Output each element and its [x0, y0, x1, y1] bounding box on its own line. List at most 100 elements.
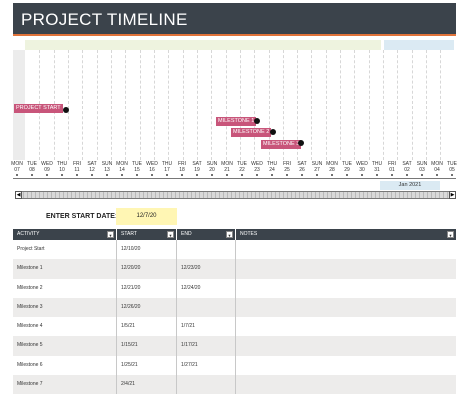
tick-marker [121, 174, 123, 176]
cell-start[interactable]: 1/15/21 [117, 336, 177, 356]
cell-end[interactable] [177, 375, 236, 395]
cell-end[interactable]: 1/7/21 [177, 317, 236, 337]
tick-marker [241, 174, 243, 176]
cell-activity[interactable]: Milestone 4 [13, 317, 117, 337]
column-header-activity[interactable]: ACTIVITY ▼ [13, 229, 117, 240]
day-gridline [282, 50, 284, 160]
milestone-label-2[interactable]: MILESTONE 2 [231, 128, 272, 137]
tick-marker [256, 174, 258, 176]
cell-notes[interactable] [236, 356, 456, 375]
cell-activity[interactable]: Project Start [13, 240, 117, 260]
tick-date: 28 [329, 166, 335, 173]
column-header-end[interactable]: END ▼ [177, 229, 236, 240]
day-gridline [182, 50, 184, 160]
start-date-input[interactable]: 12/7/20 [116, 208, 177, 225]
axis-tick: SUN 03 [415, 161, 429, 176]
cell-activity[interactable]: Milestone 7 [13, 375, 117, 395]
tick-day: SUN [311, 161, 323, 167]
axis-tick: SUN 20 [205, 161, 219, 176]
cell-notes[interactable] [236, 317, 456, 336]
tick-date: 02 [404, 166, 410, 173]
day-gridline [239, 50, 241, 160]
cell-activity[interactable]: Milestone 5 [13, 336, 117, 356]
scroll-right-icon[interactable]: ▶ [449, 191, 456, 199]
milestone-label-1[interactable]: MILESTONE 1 [216, 117, 257, 126]
milestone-label-project-start[interactable]: PROJECT START [14, 104, 63, 113]
tick-marker [106, 174, 108, 176]
cell-start[interactable]: 12/10/20 [117, 240, 177, 260]
cell-activity[interactable]: Milestone 3 [13, 297, 117, 318]
tick-date: 20 [209, 166, 215, 173]
tick-day: WED [356, 161, 368, 167]
cell-notes[interactable] [236, 240, 456, 259]
axis-tick: FRI 18 [175, 161, 189, 176]
month-label: Jan 2021 [380, 181, 440, 190]
cell-activity[interactable]: Milestone 1 [13, 259, 117, 279]
axis-tick: FRI 01 [385, 161, 399, 176]
tick-day: THU [161, 161, 173, 167]
cell-start[interactable]: 12/21/20 [117, 278, 177, 298]
tick-day: MON [431, 161, 443, 167]
tick-marker [181, 174, 183, 176]
cell-end[interactable]: 12/23/20 [177, 259, 236, 279]
milestone-label-3[interactable]: MILESTONE 3 [261, 140, 302, 149]
tick-day: THU [371, 161, 383, 167]
axis-tick: WED 23 [250, 161, 264, 176]
cell-start[interactable]: 12/26/20 [117, 297, 177, 318]
cell-notes[interactable] [236, 279, 456, 298]
tick-marker [391, 174, 393, 176]
scroll-left-icon[interactable]: ◀ [15, 191, 22, 199]
day-gridline [96, 50, 98, 160]
tick-marker [196, 174, 198, 176]
cell-notes[interactable] [236, 375, 456, 394]
tick-day: WED [251, 161, 263, 167]
cell-start[interactable]: 1/25/21 [117, 355, 177, 376]
timeline-axis: MON 07 TUE 08 WED 09 THU 10 FRI 11 SAT 12 SUN 13 MON 14… [10, 161, 457, 182]
table-row: Milestone 5 1/15/21 1/17/21 [13, 336, 456, 356]
cell-notes[interactable] [236, 259, 456, 278]
cell-end[interactable]: 1/27/21 [177, 355, 236, 376]
cell-activity[interactable]: Milestone 2 [13, 278, 117, 298]
axis-tick: SAT 12 [85, 161, 99, 176]
tick-date: 22 [239, 166, 245, 173]
filter-dropdown-icon[interactable]: ▼ [167, 231, 174, 238]
cell-notes[interactable] [236, 336, 456, 355]
filter-dropdown-icon[interactable]: ▼ [226, 231, 233, 238]
day-gridline [254, 50, 256, 160]
cell-end[interactable] [177, 297, 236, 318]
cell-end[interactable]: 12/24/20 [177, 278, 236, 298]
axis-tick: WED 09 [40, 161, 54, 176]
cell-end[interactable] [177, 240, 236, 260]
tick-date: 08 [29, 166, 35, 173]
day-gridline [354, 50, 356, 160]
tick-day: SAT [402, 161, 412, 167]
cell-end[interactable]: 1/17/21 [177, 336, 236, 356]
axis-tick: MON 07 [10, 161, 24, 176]
axis-tick: THU 17 [160, 161, 174, 176]
tick-day: THU [266, 161, 278, 167]
tick-marker [226, 174, 228, 176]
cell-start[interactable]: 1/5/21 [117, 317, 177, 337]
table-row: Milestone 4 1/5/21 1/7/21 [13, 317, 456, 337]
timeline-scrollbar[interactable]: ◀ ▶ [15, 191, 456, 199]
tick-marker [166, 174, 168, 176]
cell-activity[interactable]: Milestone 6 [13, 355, 117, 376]
cell-start[interactable]: 12/20/20 [117, 259, 177, 279]
column-header-notes[interactable]: NOTES ▼ [240, 231, 454, 238]
cell-notes[interactable] [236, 298, 456, 317]
milestone-marker [270, 129, 276, 135]
tick-date: 24 [269, 166, 275, 173]
day-gridline [383, 50, 385, 160]
tick-day: SAT [192, 161, 202, 167]
day-gridline [268, 50, 270, 160]
tick-date: 23 [254, 166, 260, 173]
axis-tick: TUE 15 [130, 161, 144, 176]
tick-day: WED [146, 161, 158, 167]
filter-dropdown-icon[interactable]: ▼ [447, 231, 454, 238]
gantt-chart: PROJECT START MILESTONE 1 MILESTONE 2 MI… [13, 40, 456, 160]
axis-tick: MON 28 [325, 161, 339, 176]
filter-dropdown-icon[interactable]: ▼ [107, 231, 114, 238]
column-header-start[interactable]: START ▼ [117, 229, 177, 240]
tick-marker [331, 174, 333, 176]
cell-start[interactable]: 2/4/21 [117, 375, 177, 395]
